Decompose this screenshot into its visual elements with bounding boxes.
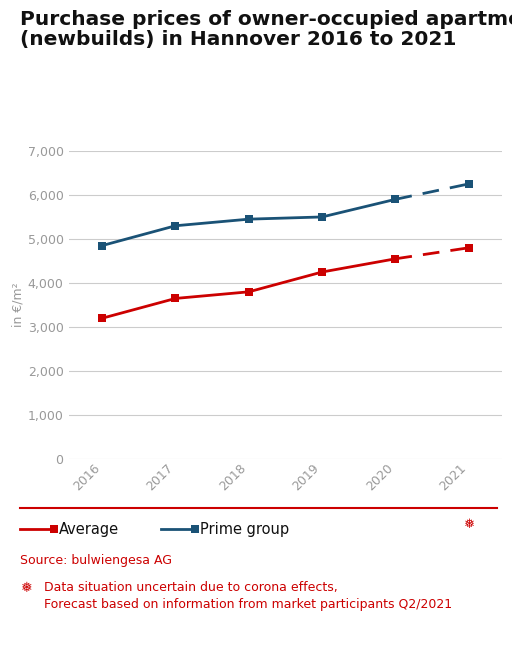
Y-axis label: in €/m²: in €/m² xyxy=(12,283,25,327)
Text: Average: Average xyxy=(59,522,119,537)
Text: (newbuilds) in Hannover 2016 to 2021: (newbuilds) in Hannover 2016 to 2021 xyxy=(20,30,457,49)
Text: Prime group: Prime group xyxy=(200,522,289,537)
Text: Purchase prices of owner-occupied apartments: Purchase prices of owner-occupied apartm… xyxy=(20,10,512,29)
Text: Data situation uncertain due to corona effects,
Forecast based on information fr: Data situation uncertain due to corona e… xyxy=(44,581,452,611)
Text: ❅: ❅ xyxy=(463,518,474,531)
Text: ❅: ❅ xyxy=(20,581,32,594)
Text: Source: bulwiengesa AG: Source: bulwiengesa AG xyxy=(20,554,173,567)
